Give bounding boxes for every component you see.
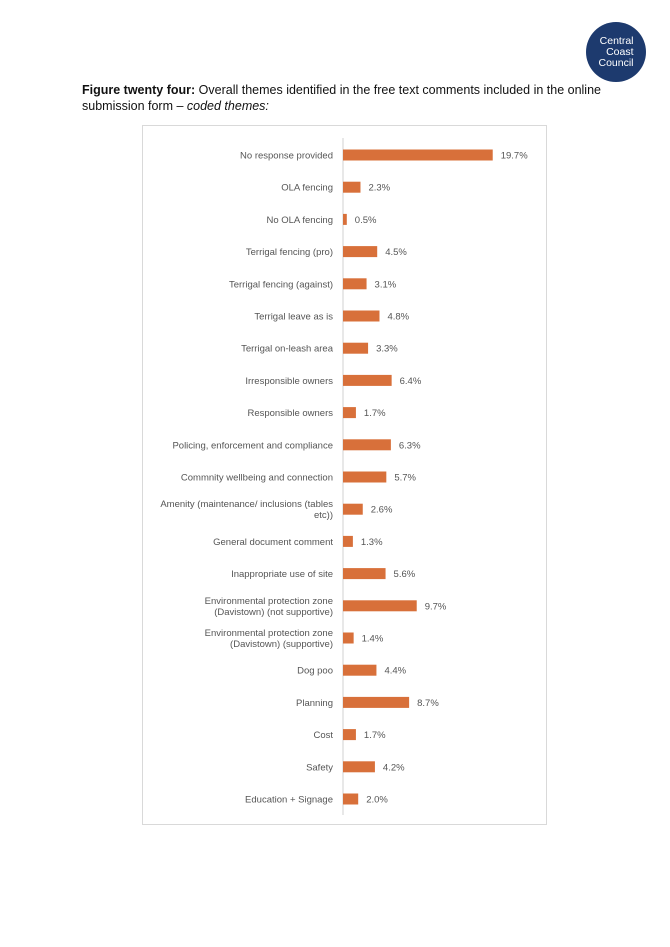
category-label: Irresponsible owners [245,376,333,387]
category-label: General document comment [213,537,333,548]
bar [343,374,392,386]
bar [343,342,369,354]
bar [343,181,361,193]
data-label: 5.6% [394,569,416,580]
category-label: Environmental protection zone (Davistown)… [205,596,333,618]
data-label: 4.4% [384,666,406,677]
data-label: 2.6% [371,505,393,516]
themes-bar-chart: No response provided 19.7% OLA fencing 2.3%… [160,138,528,815]
data-label: 5.7% [394,473,416,484]
category-label: Dog poo [297,666,333,677]
data-label: 1.4% [362,634,384,645]
category-label: Amenity (maintenance/ inclusions (tables… [160,499,333,521]
bar [343,600,417,612]
bar [343,568,386,580]
category-label: Commnity wellbeing and connection [181,473,333,484]
data-label: 1.3% [361,537,383,548]
data-label: 0.5% [355,215,377,226]
figure-caption: Figure twenty four: Overall themes ident… [82,82,622,114]
data-label: 8.7% [417,698,439,709]
data-label: 9.7% [425,601,447,612]
category-label: Terrigal fencing (against) [229,279,333,290]
bar [343,213,347,225]
category-label: Environmental protection zone (Davistown)… [205,628,333,650]
data-label: 4.5% [385,247,407,258]
chart-frame: No response provided 19.7% OLA fencing 2.3%… [142,125,547,825]
bar [343,761,375,773]
data-label: 1.7% [364,408,386,419]
bar [343,632,354,644]
bar [343,310,380,322]
logo-text: Central Coast Council [598,34,634,69]
category-label: OLA fencing [281,183,333,194]
bar [343,471,387,483]
council-logo: Central Coast Council [586,22,646,82]
bar [343,407,356,419]
bar [343,246,378,258]
data-label: 2.0% [366,795,388,806]
bar [343,278,367,290]
category-label: Terrigal on-leash area [241,344,334,355]
category-label: Safety [306,762,333,773]
category-label: No OLA fencing [266,215,333,226]
category-label: No response provided [240,151,333,162]
figure-text: Overall themes identified in the free te… [82,83,601,113]
data-label: 3.3% [376,344,398,355]
category-label: Education + Signage [245,795,333,806]
data-label: 6.3% [399,440,421,451]
bar [343,793,359,805]
category-label: Cost [313,730,333,741]
data-label: 2.3% [368,183,390,194]
data-label: 6.4% [400,376,422,387]
category-label: Responsible owners [247,408,333,419]
bar [343,664,377,676]
data-label: 3.1% [375,279,397,290]
bar [343,439,391,451]
data-label: 19.7% [501,151,528,162]
data-label: 4.8% [387,312,409,323]
category-label: Terrigal leave as is [254,312,333,323]
data-label: 1.7% [364,730,386,741]
category-label: Planning [296,698,333,709]
category-label: Policing, enforcement and compliance [172,440,333,451]
bar [343,535,353,547]
bar [343,149,493,161]
data-label: 4.2% [383,762,405,773]
category-label: Terrigal fencing (pro) [246,247,333,258]
bar [343,729,356,741]
figure-label: Figure twenty four: [82,83,196,97]
bar [343,503,363,515]
category-label: Inappropriate use of site [231,569,333,580]
bar [343,696,410,708]
figure-italic: coded themes: [186,99,269,113]
